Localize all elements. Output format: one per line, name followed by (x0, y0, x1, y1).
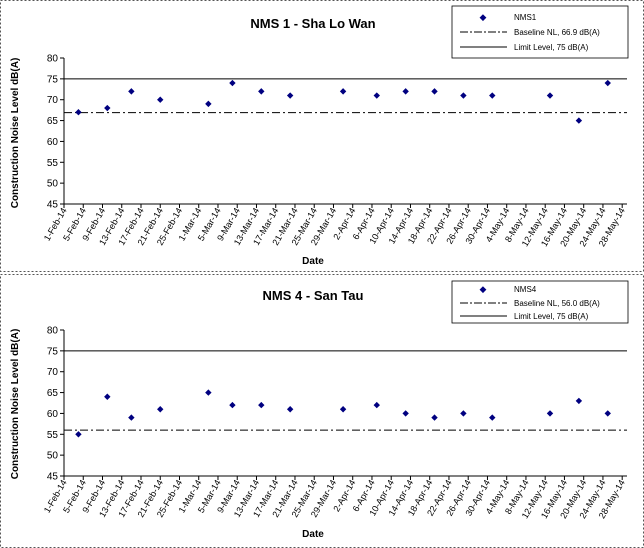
data-point (575, 397, 583, 405)
data-point (104, 393, 111, 400)
data-point (489, 414, 496, 421)
data-point (128, 88, 135, 95)
data-point (460, 92, 467, 99)
y-tick-label: 55 (47, 430, 59, 441)
data-point (229, 401, 236, 409)
chart-title: NMS 4 - San Tau (263, 288, 364, 303)
y-tick-label: 45 (47, 472, 59, 483)
x-axis-label: Date (302, 529, 324, 540)
y-tick-label: 70 (47, 367, 59, 378)
data-point (431, 414, 438, 421)
y-tick-label: 70 (47, 95, 59, 106)
data-point (205, 100, 212, 108)
y-tick-label: 65 (47, 116, 59, 127)
y-tick-label: 75 (47, 74, 59, 85)
legend: ◆ NMS1 Baseline NL, 66.9 dB(A) Limit Lev… (451, 5, 629, 59)
y-tick-label: 75 (47, 346, 59, 357)
data-point (75, 109, 82, 116)
data-point (373, 401, 380, 409)
data-point (402, 410, 409, 417)
data-point (373, 92, 380, 99)
y-axis-label: Construction Noise Level dB(A) (10, 329, 21, 480)
data-point (128, 414, 135, 421)
data-point (286, 92, 294, 99)
data-point (205, 389, 212, 396)
y-tick-label: 50 (47, 451, 59, 462)
y-tick-label: 80 (47, 54, 59, 65)
data-point (258, 88, 265, 95)
legend-label-nms1: NMS1 (514, 13, 537, 22)
y-tick-label: 45 (47, 200, 59, 211)
legend-label-limit: Limit Level, 75 dB(A) (514, 43, 589, 52)
y-tick-label: 65 (47, 388, 59, 399)
data-point (75, 431, 82, 438)
data-point (546, 92, 554, 99)
data-point (339, 88, 347, 95)
legend-label-baseline: Baseline NL, 66.9 dB(A) (514, 28, 600, 37)
data-point (339, 406, 347, 413)
data-point (402, 88, 409, 95)
legend-label-nms4: NMS4 (514, 285, 537, 294)
legend-label-limit: Limit Level, 75 dB(A) (514, 312, 589, 321)
data-point (604, 79, 611, 87)
data-point (104, 104, 111, 112)
y-tick-label: 80 (47, 326, 59, 337)
y-tick-label: 50 (47, 179, 59, 190)
data-point (157, 96, 164, 103)
data-point (157, 406, 164, 413)
data-point (460, 410, 467, 417)
data-point (604, 410, 611, 417)
x-axis-label: Date (302, 256, 324, 267)
legend-marker-nms4: ◆ (480, 284, 487, 294)
data-point (575, 117, 583, 124)
data-point (546, 410, 554, 417)
y-tick-label: 55 (47, 158, 59, 169)
chart-panel-nms1: NMS 1 - Sha Lo Wan Construction Noise Le… (0, 0, 644, 272)
data-point (258, 401, 265, 409)
y-tick-label: 60 (47, 409, 59, 420)
legend-label-baseline: Baseline NL, 56.0 dB(A) (514, 299, 600, 308)
y-tick-label: 60 (47, 137, 59, 148)
legend: ◆ NMS4 Baseline NL, 56.0 dB(A) Limit Lev… (451, 280, 629, 324)
chart-panel-nms4: NMS 4 - San Tau Construction Noise Level… (0, 274, 644, 548)
y-axis-label: Construction Noise Level dB(A) (10, 58, 21, 209)
data-point (489, 92, 496, 99)
chart-title: NMS 1 - Sha Lo Wan (250, 16, 375, 31)
data-point (229, 79, 236, 87)
data-point (431, 88, 438, 95)
data-point (286, 406, 294, 413)
legend-marker-nms1: ◆ (480, 12, 487, 22)
